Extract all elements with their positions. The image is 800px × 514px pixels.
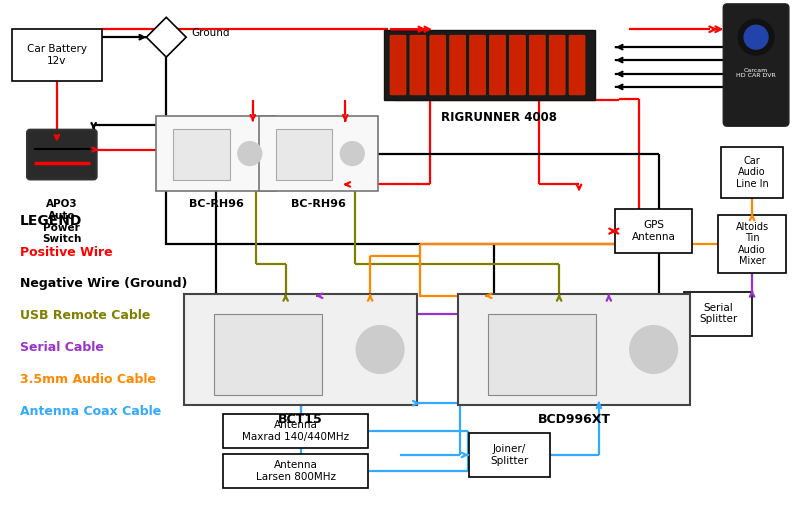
FancyBboxPatch shape — [184, 294, 417, 405]
Text: Antenna
Larsen 800MHz: Antenna Larsen 800MHz — [255, 460, 335, 482]
Text: USB Remote Cable: USB Remote Cable — [20, 309, 150, 322]
FancyBboxPatch shape — [530, 35, 546, 95]
FancyBboxPatch shape — [685, 292, 752, 336]
FancyBboxPatch shape — [510, 35, 526, 95]
FancyBboxPatch shape — [487, 314, 596, 395]
Text: Car Battery
12v: Car Battery 12v — [27, 44, 87, 66]
Text: GPS
Antenna: GPS Antenna — [632, 221, 675, 242]
FancyBboxPatch shape — [722, 146, 783, 198]
FancyBboxPatch shape — [223, 414, 368, 448]
FancyBboxPatch shape — [615, 209, 693, 253]
FancyBboxPatch shape — [450, 35, 466, 95]
Text: BCD996XT: BCD996XT — [538, 413, 610, 426]
FancyBboxPatch shape — [174, 128, 230, 180]
Text: APO3
Auto
Power
Switch: APO3 Auto Power Switch — [42, 199, 82, 244]
FancyBboxPatch shape — [384, 30, 595, 100]
FancyBboxPatch shape — [410, 35, 426, 95]
FancyBboxPatch shape — [156, 116, 276, 191]
FancyBboxPatch shape — [549, 35, 565, 95]
Circle shape — [356, 326, 404, 373]
FancyBboxPatch shape — [458, 294, 690, 405]
FancyBboxPatch shape — [490, 35, 506, 95]
FancyBboxPatch shape — [214, 314, 322, 395]
Text: Car
Audio
Line In: Car Audio Line In — [736, 156, 769, 189]
Text: Serial Cable: Serial Cable — [20, 341, 104, 354]
FancyBboxPatch shape — [390, 35, 406, 95]
FancyBboxPatch shape — [12, 29, 102, 81]
Circle shape — [738, 20, 774, 55]
Polygon shape — [146, 17, 186, 57]
Circle shape — [340, 142, 364, 166]
FancyBboxPatch shape — [718, 215, 786, 273]
Circle shape — [630, 326, 678, 373]
Text: Serial
Splitter: Serial Splitter — [699, 303, 738, 324]
Text: Carcam
HD CAR DVR: Carcam HD CAR DVR — [736, 68, 776, 79]
FancyBboxPatch shape — [430, 35, 446, 95]
FancyBboxPatch shape — [223, 454, 368, 488]
Circle shape — [238, 142, 262, 166]
FancyBboxPatch shape — [470, 35, 486, 95]
Circle shape — [744, 25, 768, 49]
Text: Antenna Coax Cable: Antenna Coax Cable — [20, 405, 162, 418]
Text: LEGEND: LEGEND — [20, 214, 82, 228]
Text: 3.5mm Audio Cable: 3.5mm Audio Cable — [20, 373, 156, 386]
Text: Ground: Ground — [191, 28, 230, 38]
Text: Negative Wire (Ground): Negative Wire (Ground) — [20, 278, 187, 290]
FancyBboxPatch shape — [258, 116, 378, 191]
Text: BCT15: BCT15 — [278, 413, 323, 426]
Text: BC-RH96: BC-RH96 — [291, 199, 346, 209]
FancyBboxPatch shape — [723, 4, 789, 126]
Text: RIGRUNNER 4008: RIGRUNNER 4008 — [442, 111, 558, 124]
Text: Altoids
Tin
Audio
Mixer: Altoids Tin Audio Mixer — [735, 222, 769, 266]
FancyBboxPatch shape — [569, 35, 585, 95]
Text: BC-RH96: BC-RH96 — [189, 199, 243, 209]
FancyBboxPatch shape — [27, 130, 97, 179]
Text: Positive Wire: Positive Wire — [20, 246, 113, 259]
FancyBboxPatch shape — [469, 433, 550, 477]
Text: Joiner/
Splitter: Joiner/ Splitter — [490, 444, 529, 466]
FancyBboxPatch shape — [276, 128, 332, 180]
Text: Antenna
Maxrad 140/440MHz: Antenna Maxrad 140/440MHz — [242, 420, 349, 442]
